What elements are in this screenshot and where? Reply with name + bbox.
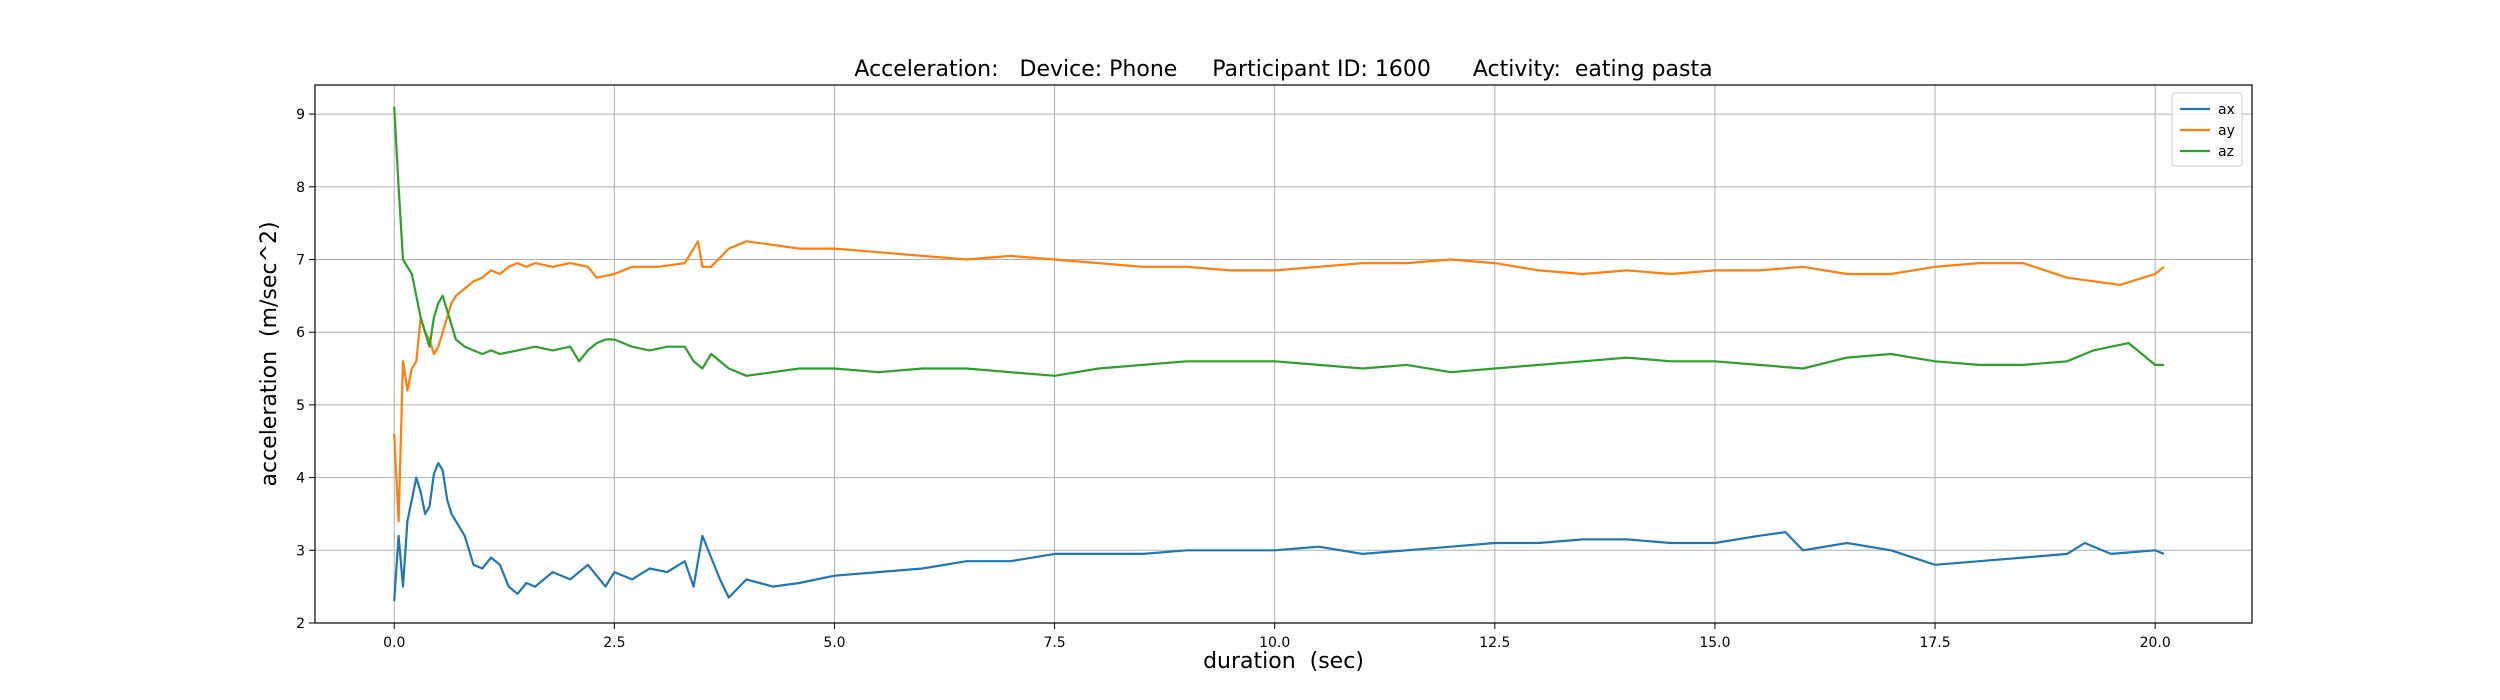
x-axis-label: duration (sec) <box>1203 649 1364 674</box>
x-tick-label: 17.5 <box>1919 635 1950 651</box>
x-tick-label: 12.5 <box>1479 635 1510 651</box>
y-axis-ticks: 2 3 4 5 6 7 8 9 <box>296 107 315 632</box>
x-tick-label: 20.0 <box>2140 635 2171 651</box>
legend-label-ax: ax <box>2218 102 2235 118</box>
y-tick-label: 9 <box>296 107 305 123</box>
y-tick-label: 2 <box>296 616 305 632</box>
y-tick-label: 8 <box>296 180 305 196</box>
legend-label-ay: ay <box>2218 123 2235 139</box>
legend-label-az: az <box>2218 144 2234 160</box>
x-tick-label: 5.0 <box>823 635 845 651</box>
y-tick-label: 3 <box>296 543 305 559</box>
x-tick-label: 2.5 <box>603 635 625 651</box>
series-line-az <box>393 106 2164 377</box>
chart-title: Acceleration: Device: Phone Participant … <box>854 57 1712 82</box>
y-tick-label: 4 <box>296 471 305 487</box>
x-tick-label: 10.0 <box>1259 635 1290 651</box>
grid-lines <box>315 85 2252 624</box>
series-line-ay <box>393 240 2165 523</box>
y-tick-label: 6 <box>296 325 305 341</box>
y-tick-label: 7 <box>296 252 305 268</box>
series-lines <box>393 106 2165 602</box>
x-axis-ticks: 0.0 2.5 5.0 7.5 10.0 12.5 15.0 17.5 20.0 <box>383 623 2171 651</box>
series-line-ax <box>393 462 2165 602</box>
x-tick-label: 0.0 <box>383 635 405 651</box>
legend: ax ay az <box>2171 92 2243 167</box>
plot-area-frame <box>314 84 2253 624</box>
y-tick-label: 5 <box>296 398 305 414</box>
y-axis-label: acceleration (m/sec^2) <box>257 221 282 486</box>
x-tick-label: 15.0 <box>1699 635 1730 651</box>
x-tick-label: 7.5 <box>1043 635 1065 651</box>
